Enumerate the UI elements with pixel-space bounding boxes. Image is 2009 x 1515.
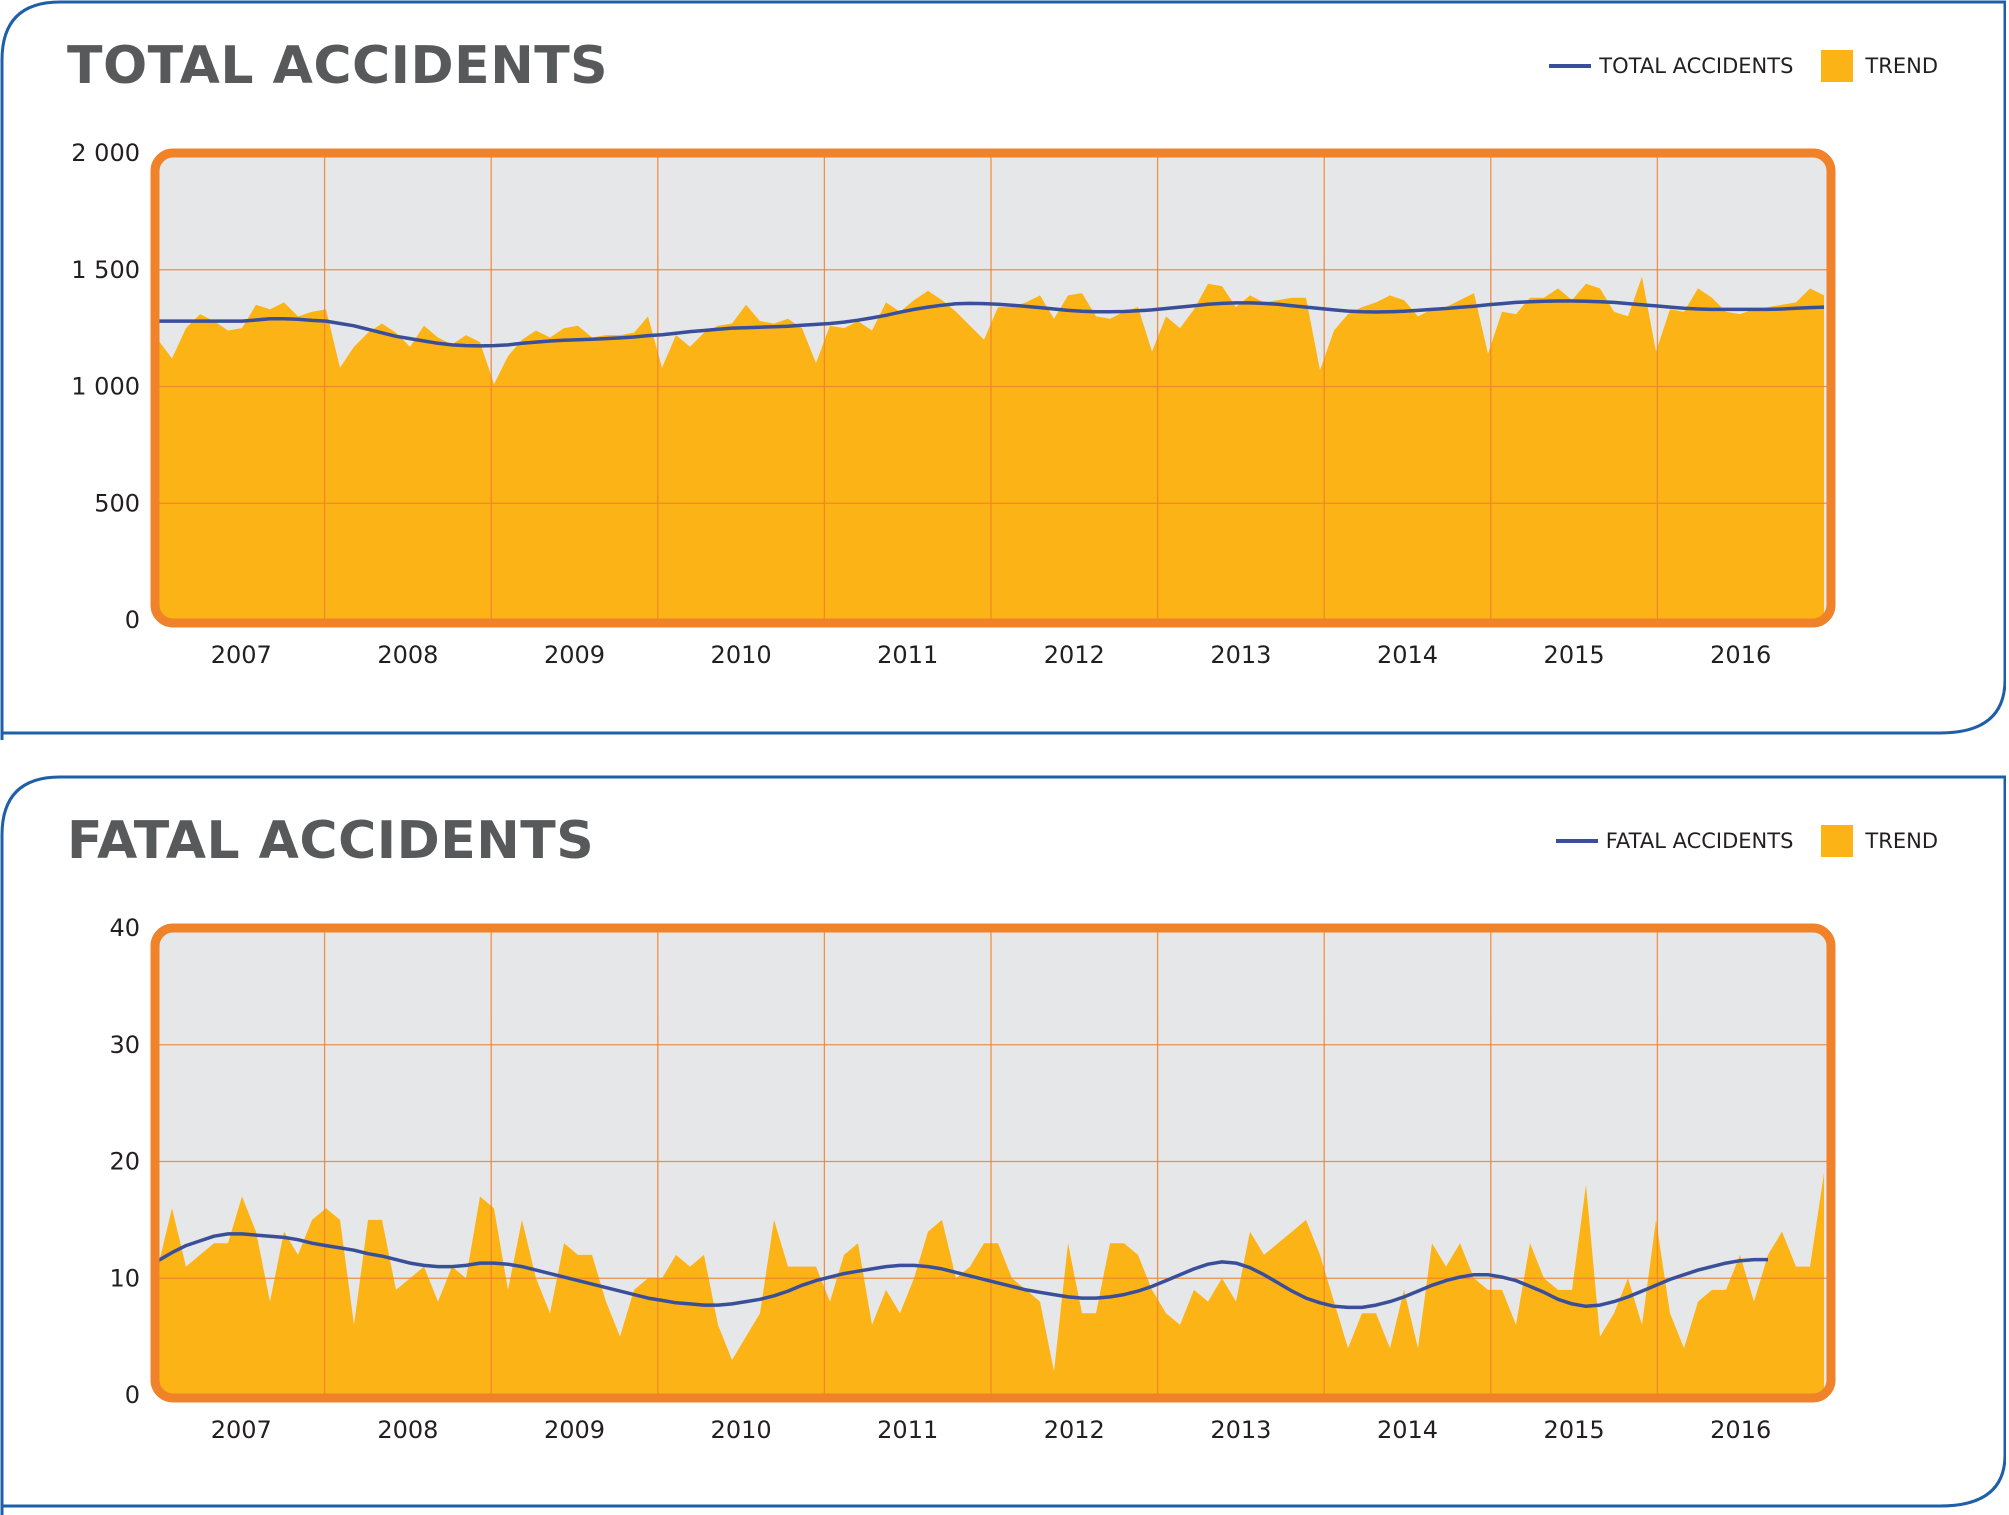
fatal-plot-border [150,923,1836,1403]
fatal-xtick-label: 2012 [1044,1416,1105,1444]
fatal-xtick-label: 2011 [877,1416,938,1444]
total-trend-area [155,276,1824,623]
fatal-trend-area [155,1173,1824,1398]
fatal-ytick-label: 40 [109,914,140,942]
fatal-accidents-line [157,1232,1768,1310]
fatal-xtick-label: 2013 [1210,1416,1271,1444]
total-xtick-label: 2016 [1710,641,1771,669]
total-ytick-label: 0 [125,606,140,634]
legend-area-swatch [1821,50,1854,82]
total-xtick-label: 2011 [877,641,938,669]
fatal-xtick-label: 2014 [1377,1416,1438,1444]
fatal-xtick-label: 2015 [1544,1416,1605,1444]
total-xtick-label: 2009 [544,641,605,669]
total-xtick-label: 2010 [711,641,772,669]
fatal-accidents-chart: 0 10 20 30 40 2007 2008 2009 2010 2011 2012 2013 201… [109,914,1836,1444]
total-plot-border [150,148,1836,628]
total-xtick-label: 2015 [1544,641,1605,669]
total-xtick-label: 2013 [1210,641,1271,669]
fatal-xtick-label: 2010 [711,1416,772,1444]
total-legend: TOTAL ACCIDENTS TREND [1549,50,1938,82]
fatal-panel-frame [0,775,2006,1515]
fatal-legend-line-label: FATAL ACCIDENTS [1605,829,1794,853]
total-ytick-label: 2 000 [71,139,140,167]
total-ytick-label: 1 500 [71,256,140,284]
fatal-ytick-label: 0 [125,1381,140,1409]
total-xtick-label: 2012 [1044,641,1105,669]
total-panel-frame [0,0,2006,740]
fatal-xtick-label: 2009 [544,1416,605,1444]
fatal-accidents-panel: FATAL ACCIDENTS FATAL ACCIDENTS TREND 0 1… [0,775,2006,1515]
total-plot-area [155,153,1831,623]
total-chart-title: TOTAL ACCIDENTS [67,36,609,96]
legend-line-swatch [1549,64,1592,68]
fatal-xtick-label: 2016 [1710,1416,1771,1444]
legend-line-swatch [1555,839,1598,843]
fatal-plot-area [155,928,1831,1398]
fatal-legend: FATAL ACCIDENTS TREND [1555,825,1938,857]
total-ytick-label: 1 000 [71,373,140,401]
fatal-legend-area-label: TREND [1865,829,1938,853]
fatal-chart-title: FATAL ACCIDENTS [67,811,595,871]
total-xtick-label: 2008 [377,641,438,669]
fatal-xtick-label: 2008 [377,1416,438,1444]
total-xtick-label: 2007 [211,641,272,669]
total-xtick-label: 2014 [1377,641,1438,669]
fatal-xtick-label: 2007 [211,1416,272,1444]
total-legend-area-label: TREND [1865,54,1938,78]
total-accidents-line [158,299,1825,348]
legend-area-swatch [1821,825,1854,857]
fatal-ytick-label: 20 [109,1148,140,1176]
fatal-ytick-label: 30 [109,1031,140,1059]
total-legend-line-label: TOTAL ACCIDENTS [1599,54,1794,78]
total-accidents-chart: 0 500 1 000 1 500 2 000 2007 2008 2009 2010 2011 2… [71,139,1836,669]
fatal-ytick-label: 10 [109,1264,140,1292]
total-ytick-label: 500 [94,489,140,517]
total-accidents-panel: TOTAL ACCIDENTS TOTAL ACCIDENTS TREND 0 5… [0,0,2006,740]
